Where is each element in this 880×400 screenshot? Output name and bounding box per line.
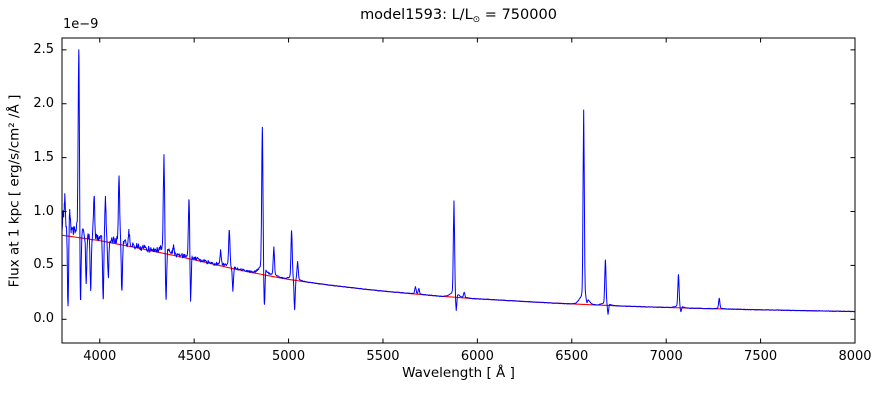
y-tick-label: 1.0 [33, 203, 54, 219]
axes-box [61, 37, 856, 344]
plot-title-suffix: = 750000 [480, 7, 557, 23]
x-tick-label: 4000 [83, 349, 117, 364]
spectrum-line [62, 49, 855, 315]
sun-symbol-subscript: ⊙ [472, 15, 481, 25]
y-tick-label: 0.5 [33, 257, 54, 273]
y-tick-label: 2.5 [33, 41, 54, 57]
x-tick-label: 6000 [460, 349, 494, 364]
y-axis-offset-text: 1e−9 [63, 17, 99, 32]
x-axis-label: Wavelength [ Å ] [402, 365, 515, 381]
y-tick-label: 0.0 [33, 311, 54, 327]
plot-title: model1593: L/L⊙ = 750000 [62, 7, 855, 25]
x-tick-label: 8000 [838, 349, 872, 364]
x-tick-label: 4500 [177, 349, 211, 364]
x-tick-label: 7000 [649, 349, 683, 364]
x-tick-label: 6500 [555, 349, 589, 364]
continuum-line [62, 234, 855, 313]
plot-title-prefix: model1593: L/L [360, 7, 473, 23]
y-tick-label: 2.0 [33, 95, 54, 111]
x-tick-label: 7500 [744, 349, 778, 364]
x-tick-label: 5000 [272, 349, 306, 364]
x-tick-label: 5500 [366, 349, 400, 364]
y-tick-label: 1.5 [33, 149, 54, 165]
